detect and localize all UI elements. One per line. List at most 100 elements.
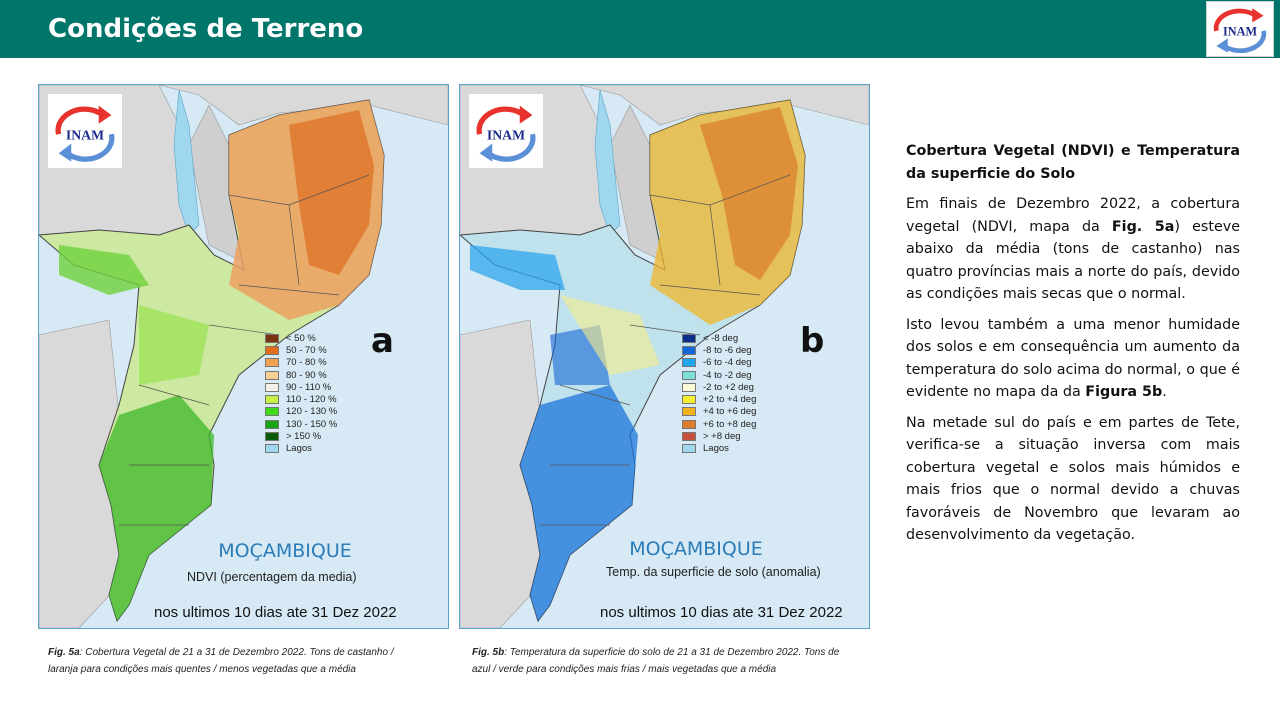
legend-item: Lagos bbox=[682, 443, 756, 455]
legend-swatch bbox=[682, 407, 696, 417]
text-run: Isto levou também a uma menor humidade d… bbox=[906, 316, 1240, 401]
legend-item: 110 - 120 % bbox=[265, 393, 337, 405]
legend-label: 80 - 90 % bbox=[286, 369, 327, 381]
legend-label: > +8 deg bbox=[703, 431, 741, 443]
ndvi-map bbox=[39, 85, 448, 628]
legend-swatch bbox=[265, 395, 279, 405]
legend-item: < -8 deg bbox=[682, 332, 756, 344]
legend-item: < 50 % bbox=[265, 332, 337, 344]
legend-swatch bbox=[265, 382, 279, 392]
country-label: MOÇAMBIQUE bbox=[218, 540, 352, 562]
map-panel-ndvi: INAM a < 50 % 50 - 70 % 70 - 80 % 80 - 90 %… bbox=[38, 84, 449, 629]
text-run: . bbox=[1162, 384, 1167, 400]
legend-label: Lagos bbox=[286, 443, 312, 455]
legend-item: 50 - 70 % bbox=[265, 344, 337, 356]
map-period: nos ultimos 10 dias ate 31 Dez 2022 bbox=[600, 604, 843, 621]
text-run: Em finais de Dezembro 2022, a cobertura … bbox=[906, 196, 1240, 235]
legend-label: 90 - 110 % bbox=[286, 381, 332, 393]
caption-fig-label: Fig. 5a bbox=[48, 647, 80, 658]
side-heading: Cobertura Vegetal (NDVI) e Temperatura d… bbox=[906, 143, 1240, 182]
legend-label: Lagos bbox=[703, 443, 729, 455]
side-paragraph-2: Isto levou também a uma menor humidade d… bbox=[906, 314, 1240, 404]
legend-swatch bbox=[682, 358, 696, 368]
map-subtitle: Temp. da superficie de solo (anomalia) bbox=[606, 565, 821, 579]
legend-label: 120 - 130 % bbox=[286, 406, 338, 418]
legend-ndvi: < 50 % 50 - 70 % 70 - 80 % 80 - 90 % 90 - 11… bbox=[265, 332, 337, 455]
legend-label: +4 to +6 deg bbox=[703, 406, 757, 418]
legend-swatch bbox=[265, 345, 279, 355]
svg-text:INAM: INAM bbox=[1223, 25, 1257, 39]
legend-swatch bbox=[682, 419, 696, 429]
legend-item: 70 - 80 % bbox=[265, 357, 337, 369]
legend-swatch bbox=[682, 382, 696, 392]
inam-logo-icon: INAM bbox=[476, 105, 536, 162]
legend-label: +6 to +8 deg bbox=[703, 418, 757, 430]
legend-item: 90 - 110 % bbox=[265, 381, 337, 393]
legend-swatch bbox=[265, 432, 279, 442]
side-text-block: Cobertura Vegetal (NDVI) e Temperatura d… bbox=[906, 140, 1240, 555]
legend-swatch bbox=[265, 358, 279, 368]
legend-item: > +8 deg bbox=[682, 430, 756, 442]
legend-label: -6 to -4 deg bbox=[703, 357, 752, 369]
fig-reference: Figura 5b bbox=[1085, 384, 1163, 400]
legend-label: 50 - 70 % bbox=[286, 344, 327, 356]
legend-swatch bbox=[682, 370, 696, 380]
svg-text:INAM: INAM bbox=[487, 127, 525, 142]
legend-item: +2 to +4 deg bbox=[682, 393, 756, 405]
legend-label: < -8 deg bbox=[703, 332, 739, 344]
legend-item: 80 - 90 % bbox=[265, 369, 337, 381]
figure-caption-b: Fig. 5b: Temperatura da superficie do so… bbox=[472, 644, 852, 678]
inam-logo-icon: INAM bbox=[55, 105, 115, 162]
legend-label: < 50 % bbox=[286, 332, 316, 344]
legend-item: +4 to +6 deg bbox=[682, 406, 756, 418]
legend-swatch bbox=[265, 407, 279, 417]
legend-item: 130 - 150 % bbox=[265, 418, 337, 430]
legend-swatch bbox=[682, 333, 696, 343]
legend-swatch bbox=[265, 333, 279, 343]
inam-logo: INAM bbox=[1206, 1, 1274, 57]
legend-swatch bbox=[682, 432, 696, 442]
legend-item: -2 to +2 deg bbox=[682, 381, 756, 393]
caption-fig-label: Fig. 5b bbox=[472, 647, 505, 658]
page-title: Condições de Terreno bbox=[48, 14, 364, 44]
legend-item: -6 to -4 deg bbox=[682, 357, 756, 369]
inam-logo-icon: INAM bbox=[1213, 8, 1267, 54]
legend-item: +6 to +8 deg bbox=[682, 418, 756, 430]
legend-lst: < -8 deg -8 to -6 deg -6 to -4 deg -4 to -2… bbox=[682, 332, 756, 455]
panel-logo: INAM bbox=[469, 94, 543, 168]
legend-swatch bbox=[265, 419, 279, 429]
legend-label: 70 - 80 % bbox=[286, 357, 327, 369]
legend-label: -2 to +2 deg bbox=[703, 381, 754, 393]
legend-item: Lagos bbox=[265, 443, 337, 455]
legend-item: -4 to -2 deg bbox=[682, 369, 756, 381]
legend-label: -8 to -6 deg bbox=[703, 344, 752, 356]
legend-label: > 150 % bbox=[286, 431, 322, 443]
fig-reference: Fig. 5a bbox=[1111, 218, 1175, 235]
side-paragraph-3: Na metade sul do país e em partes de Tet… bbox=[906, 414, 1240, 544]
legend-swatch bbox=[682, 395, 696, 405]
caption-text: : Cobertura Vegetal de 21 a 31 de Dezemb… bbox=[48, 647, 394, 675]
panel-letter: a bbox=[371, 321, 394, 361]
legend-label: 110 - 120 % bbox=[286, 394, 337, 406]
svg-text:INAM: INAM bbox=[66, 127, 104, 142]
text-run: ) esteve abaixo da média (tons de castan… bbox=[906, 218, 1241, 303]
country-label: MOÇAMBIQUE bbox=[629, 538, 763, 560]
legend-swatch bbox=[265, 370, 279, 380]
legend-swatch bbox=[682, 345, 696, 355]
caption-text: : Temperatura da superficie do solo de 2… bbox=[472, 647, 840, 675]
legend-swatch bbox=[265, 444, 279, 454]
panel-logo: INAM bbox=[48, 94, 122, 168]
legend-swatch bbox=[682, 444, 696, 454]
map-period: nos ultimos 10 dias ate 31 Dez 2022 bbox=[154, 604, 397, 621]
figure-caption-a: Fig. 5a: Cobertura Vegetal de 21 a 31 de… bbox=[48, 644, 408, 678]
legend-label: -4 to -2 deg bbox=[703, 369, 752, 381]
legend-item: -8 to -6 deg bbox=[682, 344, 756, 356]
legend-label: +2 to +4 deg bbox=[703, 394, 757, 406]
side-paragraph-1: Em finais de Dezembro 2022, a cobertura … bbox=[906, 193, 1240, 306]
map-panel-lst: INAM b < -8 deg -8 to -6 deg -6 to -4 deg -… bbox=[459, 84, 870, 629]
legend-item: 120 - 130 % bbox=[265, 406, 337, 418]
map-subtitle: NDVI (percentagem da media) bbox=[187, 570, 357, 584]
header-bar: Condições de Terreno INAM bbox=[0, 0, 1280, 58]
legend-label: 130 - 150 % bbox=[286, 418, 338, 430]
legend-item: > 150 % bbox=[265, 430, 337, 442]
